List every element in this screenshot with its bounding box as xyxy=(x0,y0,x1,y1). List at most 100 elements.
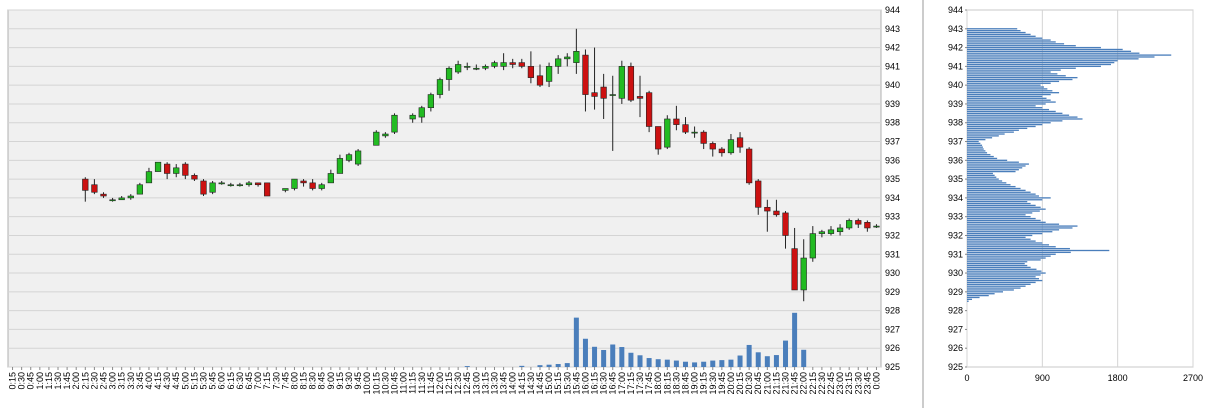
volume-profile-x-axis: 0 900 1800 2700 xyxy=(964,373,1203,383)
price-tick-label: 925 xyxy=(885,362,900,372)
profile-bar xyxy=(967,246,1056,248)
profile-bar xyxy=(967,200,1028,203)
price-tick-label: 936 xyxy=(885,155,900,165)
time-tick-label: 14:30 xyxy=(526,372,536,395)
profile-bar xyxy=(967,174,995,177)
profile-bar xyxy=(967,264,1028,267)
time-tick-label: 9:15 xyxy=(335,372,345,390)
volume-bar xyxy=(773,355,779,367)
profile-bar xyxy=(967,300,969,302)
profile-price-label: 927 xyxy=(948,324,963,334)
time-tick-label: 20:15 xyxy=(735,372,745,395)
profile-bar xyxy=(967,144,983,146)
candle-body xyxy=(209,182,216,193)
candle-body xyxy=(609,94,616,96)
time-tick-label: 6:00 xyxy=(217,372,227,390)
profile-bar xyxy=(967,242,1043,244)
time-tick-label: 1:30 xyxy=(53,372,63,390)
profile-bar xyxy=(967,270,1042,272)
time-tick-label: 17:00 xyxy=(617,372,627,395)
profile-bar xyxy=(967,281,1036,284)
time-tick-label: 4:45 xyxy=(171,372,181,390)
candle-body xyxy=(336,158,344,174)
time-tick-label: 5:00 xyxy=(180,372,190,390)
candle-body xyxy=(773,210,780,216)
profile-bar xyxy=(967,93,1051,96)
profile-bar xyxy=(967,105,1036,107)
profile-bar xyxy=(967,50,1132,52)
volume-bar xyxy=(537,365,543,367)
profile-bar xyxy=(967,127,1028,130)
time-tick-label: 0:00 xyxy=(871,372,881,390)
candle-body xyxy=(282,188,289,191)
volume-bar xyxy=(783,340,789,367)
time-tick-label: 22:00 xyxy=(799,372,809,395)
volume-bar xyxy=(682,361,688,367)
profile-price-label: 933 xyxy=(948,212,963,222)
profile-bar xyxy=(967,291,1003,293)
profile-bar xyxy=(967,69,1061,71)
time-tick-label: 2:15 xyxy=(80,372,90,390)
time-tick-label: 0:30 xyxy=(17,372,27,390)
candle-body xyxy=(264,182,271,197)
candle-body xyxy=(764,206,771,212)
price-tick-label: 930 xyxy=(885,268,900,278)
profile-bar xyxy=(967,289,1014,291)
profile-bar xyxy=(967,227,1073,229)
time-tick-label: 9:00 xyxy=(326,372,336,390)
candle-body xyxy=(91,184,98,193)
profile-bar xyxy=(967,86,1045,88)
profile-bar xyxy=(967,231,1053,233)
profile-bar xyxy=(967,169,1019,171)
candle-body xyxy=(791,248,798,291)
candle-body xyxy=(746,148,753,184)
candle-body xyxy=(436,79,444,95)
volume-bar xyxy=(610,344,616,367)
profile-bar xyxy=(967,108,1050,111)
profile-bar xyxy=(967,161,1019,163)
profile-bar xyxy=(967,217,1036,220)
candle-body xyxy=(154,161,162,172)
profile-bar xyxy=(967,54,1172,56)
profile-bar xyxy=(967,67,1076,69)
profile-bar xyxy=(967,163,1029,165)
time-tick-label: 17:15 xyxy=(626,372,636,395)
profile-bar xyxy=(967,247,1070,250)
profile-bar xyxy=(967,135,999,137)
time-tick-label: 13:15 xyxy=(480,372,490,395)
profile-price-label: 937 xyxy=(948,137,963,147)
time-tick-label: 17:45 xyxy=(644,372,654,395)
volume-profile-y-axis: 925 926 927 928 929 930 931 932 933 934 935 936 937 9… xyxy=(948,5,967,372)
volume-bar xyxy=(464,366,470,367)
profile-bar xyxy=(967,154,991,156)
price-tick-label: 927 xyxy=(885,324,900,334)
profile-bar xyxy=(967,52,1140,54)
price-tick-label: 942 xyxy=(885,43,900,53)
profile-price-label: 932 xyxy=(948,230,963,240)
time-tick-label: 6:45 xyxy=(244,372,254,390)
time-tick-label: 23:15 xyxy=(844,372,854,395)
price-tick-label: 944 xyxy=(885,5,900,15)
time-tick-label: 23:30 xyxy=(853,372,863,395)
profile-bar xyxy=(967,150,986,152)
profile-bar xyxy=(967,167,1023,169)
volume-bar xyxy=(664,359,670,367)
candle-body xyxy=(564,56,571,60)
profile-bar xyxy=(967,56,1155,58)
candle-body xyxy=(582,54,589,95)
profile-bar xyxy=(967,125,1036,128)
candle-body xyxy=(354,150,362,165)
time-tick-label: 12:45 xyxy=(462,372,472,395)
price-tick-label: 928 xyxy=(885,306,900,316)
price-plot-area xyxy=(7,9,882,368)
profile-bar xyxy=(967,287,1021,289)
candle-body xyxy=(655,126,662,150)
time-tick-label: 3:00 xyxy=(108,372,118,390)
time-tick-label: 2:30 xyxy=(89,372,99,390)
time-tick-label: 2:45 xyxy=(98,372,108,390)
candle-body xyxy=(373,131,380,146)
candle-body xyxy=(755,180,762,208)
candle-body xyxy=(545,66,553,82)
candle-body xyxy=(382,133,389,137)
